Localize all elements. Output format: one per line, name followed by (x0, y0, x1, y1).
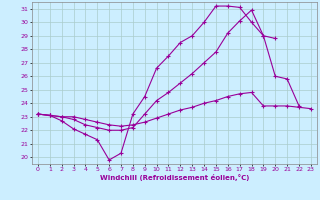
X-axis label: Windchill (Refroidissement éolien,°C): Windchill (Refroidissement éolien,°C) (100, 174, 249, 181)
